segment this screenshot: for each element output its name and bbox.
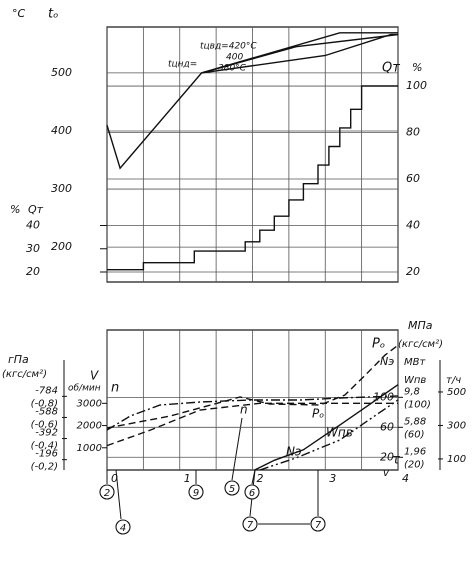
- x-tick-label: 0: [111, 472, 118, 485]
- pressure-kgf-ticks-label: (20): [404, 459, 425, 470]
- event-circle: [224, 480, 240, 496]
- power-tick-label: 60: [380, 420, 394, 433]
- vacuum-kgf-ticks-label: (-0,4): [31, 440, 58, 451]
- series-label: Nэ: [286, 445, 302, 459]
- x-tick-label: 3: [329, 472, 336, 485]
- event-circle: [99, 484, 115, 500]
- leader: [231, 417, 243, 481]
- pressure-ticks-label: 9,8: [404, 386, 420, 397]
- event-label: 4: [120, 523, 126, 534]
- vacuum-kgf-ticks-label: (-0,2): [31, 461, 58, 472]
- pressure-ticks-label: 1,96: [404, 446, 426, 457]
- y-unit: °С: [12, 7, 26, 20]
- vacuum-ticks-label: -392: [35, 428, 58, 439]
- y2-tick-label: 100: [406, 79, 427, 92]
- line-series: [107, 85, 398, 271]
- flow-title: Wпв: [404, 375, 426, 386]
- y-tick-label: 300: [51, 182, 72, 195]
- y3-unit: %: [10, 203, 20, 216]
- series-label: V: [90, 369, 99, 383]
- speed-ticks-label: 1000: [77, 443, 102, 454]
- y3-tick-label: 30: [26, 242, 40, 255]
- line-series: [254, 384, 399, 471]
- series-label: Wпв: [326, 426, 353, 440]
- y2-tick-label: 60: [406, 172, 420, 185]
- flow-unit: т/ч: [446, 375, 461, 386]
- event-circle: [310, 516, 326, 532]
- y-tick-label: 400: [51, 124, 72, 137]
- speed-title: n: [111, 381, 119, 396]
- x-label: τ: [392, 453, 400, 468]
- y2-tick-label: 20: [406, 265, 420, 278]
- y-tick-label: 500: [51, 66, 72, 79]
- vacuum-kgf-ticks-label: (-0,8): [31, 398, 58, 409]
- flow-ticks-label: 500: [447, 387, 466, 398]
- vacuum-ticks-label: -784: [35, 385, 58, 396]
- line-series: [201, 33, 399, 74]
- vacuum-unit2: (кгс/см²): [2, 369, 47, 380]
- series-label: Pₒ: [312, 407, 324, 421]
- event-label: 7: [315, 520, 322, 531]
- pressure-kgf-ticks-label: (60): [404, 429, 425, 440]
- line-series: [106, 402, 398, 447]
- annotation: 400: [226, 53, 243, 63]
- annotation: tцнд=: [168, 60, 197, 70]
- y2-tick-label: 80: [406, 126, 420, 139]
- y-title: tₒ: [48, 7, 58, 22]
- x-tick-label: 1: [184, 472, 191, 485]
- event-circle: [242, 516, 258, 532]
- event-circle: [244, 484, 260, 500]
- pressure-kgf-ticks-label: (100): [404, 399, 431, 410]
- vacuum-ticks-label: -588: [35, 406, 58, 417]
- event-label: 7: [247, 520, 254, 531]
- line-series: [201, 33, 398, 74]
- event-circle: [115, 519, 131, 535]
- event-label: 5: [229, 484, 235, 495]
- power-tick-label: 20: [380, 450, 394, 463]
- pressure-unit2: (кгс/см²): [398, 339, 443, 350]
- y2-tick-label: 40: [406, 219, 420, 232]
- flow-ticks-label: 300: [447, 420, 466, 431]
- speed-ticks-label: 2000: [77, 421, 102, 432]
- leader: [115, 469, 122, 520]
- y-tick-label: 200: [51, 240, 72, 253]
- vacuum-kgf-ticks-label: (-0,6): [31, 419, 58, 430]
- y3-title: Qт: [28, 203, 44, 216]
- event-circle: [188, 484, 204, 500]
- event-label: 2: [104, 488, 110, 499]
- pressure-ticks-label: 5,88: [404, 416, 426, 427]
- speed-unit: об/мин: [68, 384, 101, 394]
- x-tick-label: 2: [257, 472, 264, 485]
- power-unit: МВт: [404, 357, 426, 368]
- annotation: tцвд=420°С: [200, 42, 257, 52]
- pressure-unit: МПа: [408, 319, 433, 332]
- power-title: Nэ: [380, 355, 394, 368]
- speed-ticks-label: 3000: [77, 398, 102, 409]
- event-label: 9: [193, 488, 199, 499]
- y2-unit: %: [412, 61, 422, 74]
- y3-tick-label: 40: [26, 219, 40, 232]
- series-label: n: [240, 403, 248, 417]
- flow-ticks-label: 100: [447, 454, 466, 465]
- power-tick-label: 100: [373, 390, 394, 403]
- y3-tick-label: 20: [26, 265, 40, 278]
- line-series: [259, 399, 399, 471]
- event-label: 6: [249, 488, 255, 499]
- y2-title: Qт: [382, 61, 400, 76]
- vacuum-unit: гПа: [8, 353, 29, 366]
- vacuum-ticks-label: -196: [35, 449, 58, 460]
- event-label: v: [383, 468, 390, 479]
- pressure-title: Pₒ: [372, 337, 385, 352]
- x-tick-label: 4: [402, 472, 409, 485]
- line-series: [106, 344, 399, 429]
